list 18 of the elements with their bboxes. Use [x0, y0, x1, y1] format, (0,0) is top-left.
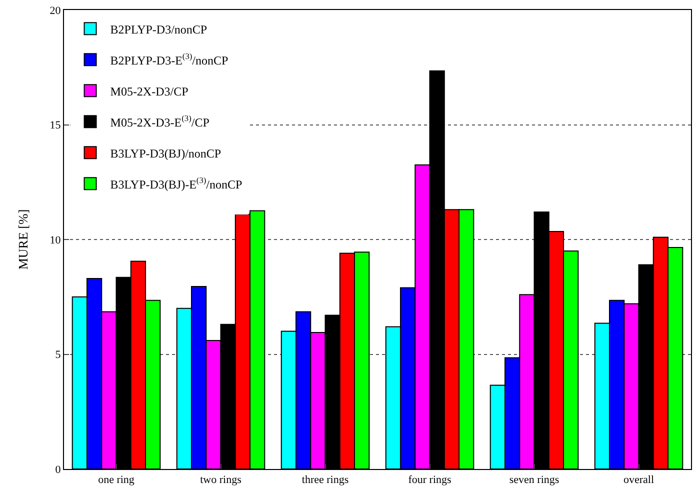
legend-label: B2PLYP-D3-E$^{(3)}$/nonCP [110, 52, 229, 68]
legend-label: B3LYP-D3(BJ)/nonCP [110, 146, 222, 160]
y-tick-label: 5 [55, 349, 62, 362]
y-axis-title: MURE [%] [16, 209, 31, 270]
x-tick-label: three rings [302, 474, 349, 486]
y-tick-label: 10 [50, 234, 62, 246]
y-tick-label: 15 [50, 120, 62, 132]
legend-label: B2PLYP-D3/nonCP [110, 22, 208, 36]
legend-label: M05-2X-D3-E$^{(3)}$/CP [110, 114, 210, 130]
legend-label: B3LYP-D3(BJ)-E$^{(3)}$/nonCP [110, 176, 243, 192]
y-tick-label: 20 [50, 4, 62, 17]
x-tick-label: two rings [200, 474, 242, 486]
x-tick-label: seven rings [509, 474, 560, 486]
legend-label: M05-2X-D3/CP [110, 84, 189, 98]
x-tick-label: overall [623, 474, 654, 486]
y-tick-label: 0 [55, 464, 62, 476]
x-tick-label: four rings [408, 474, 452, 486]
x-tick-label: one ring [98, 474, 135, 486]
